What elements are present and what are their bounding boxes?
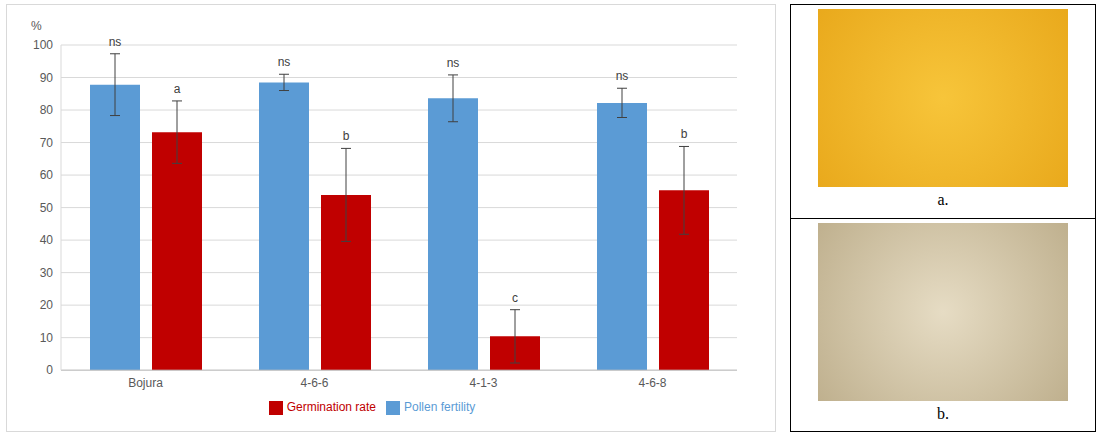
svg-text:ns: ns [616, 69, 629, 83]
svg-text:Bojura: Bojura [128, 376, 163, 390]
svg-text:90: 90 [40, 71, 54, 85]
svg-text:b: b [343, 129, 350, 143]
svg-text:50: 50 [40, 201, 54, 215]
svg-text:40: 40 [40, 233, 54, 247]
html-text:Germination rate: Germination rate [286, 400, 376, 415]
html-text:b.: b. [937, 405, 949, 422]
svg-text:ns: ns [278, 55, 291, 69]
svg-text:ns: ns [109, 35, 122, 49]
svg-text:4-1-3: 4-1-3 [469, 376, 497, 390]
svg-text:b: b [681, 127, 688, 141]
svg-text:10: 10 [40, 331, 54, 345]
svg-text:4-6-8: 4-6-8 [638, 376, 666, 390]
svg-text:4-6-6: 4-6-6 [300, 376, 328, 390]
svg-text:70: 70 [40, 136, 54, 150]
svg-text:100: 100 [33, 38, 53, 52]
svg-text:60: 60 [40, 168, 54, 182]
svg-text:30: 30 [40, 266, 54, 280]
html-text:a.: a. [937, 191, 949, 208]
svg-text:c: c [512, 291, 518, 305]
svg-text:a: a [174, 82, 181, 96]
svg-text:80: 80 [40, 103, 54, 117]
svg-text:0: 0 [46, 363, 53, 377]
svg-text:20: 20 [40, 298, 54, 312]
html-text:Pollen fertility: Pollen fertility [404, 400, 476, 415]
svg-text:ns: ns [447, 56, 460, 70]
